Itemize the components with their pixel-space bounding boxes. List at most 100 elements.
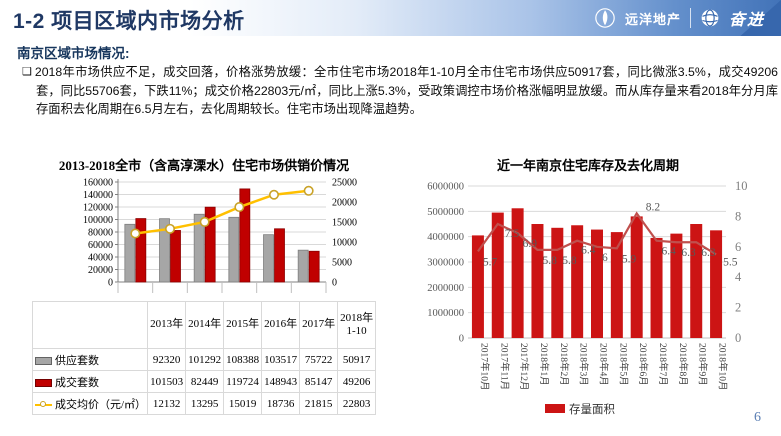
sail-icon — [594, 7, 616, 29]
cycle-data-label: 5.8 — [542, 255, 557, 267]
x-axis-label: 2017年11月 — [498, 343, 510, 390]
price-line — [135, 189, 309, 235]
table-value-cell: 12132 — [147, 392, 187, 415]
bar-inventory — [491, 212, 504, 338]
table-value-cell: 13295 — [185, 392, 225, 415]
price-marker — [234, 202, 245, 213]
cycle-line — [477, 211, 717, 256]
cycle-data-label: 5.8 — [562, 255, 577, 267]
legend-bar-swatch-icon — [35, 356, 52, 365]
table-row: 成交套数 101503 82449 119724 148943 85147 49206 — [31, 370, 377, 393]
price-marker — [165, 223, 176, 234]
table-year-header: 2015年 — [223, 301, 263, 349]
x-axis-label: 2018年1月 — [538, 343, 550, 386]
table-value-cell: 108388 — [223, 348, 263, 371]
left-axis-label: 0 — [459, 334, 464, 345]
header-gradient-band — [190, 0, 781, 36]
legend-bar-swatch-icon — [545, 404, 565, 413]
bar-inventory — [551, 227, 564, 338]
bar-supply — [297, 249, 309, 283]
right-axis-label: 4 — [735, 270, 742, 284]
table-value-cell: 103517 — [261, 348, 301, 371]
chart-inventory-cycle-plot: 0 1000000 2000000 3000000 4000000 5000000 6000… — [398, 176, 778, 433]
right-axis-label: 20000 — [332, 198, 357, 209]
left-axis-label: 4000000 — [427, 232, 464, 243]
right-axis-label: 0 — [735, 331, 741, 345]
chart-inventory-cycle-title: 近一年南京住宅库存及去化周期 — [496, 158, 679, 173]
legend-label: 成交套数 — [55, 376, 99, 389]
price-marker — [199, 216, 210, 227]
x-axis-label: 2018年7月 — [657, 343, 669, 386]
bar-inventory — [591, 229, 603, 338]
table-value-cell: 82449 — [185, 370, 225, 393]
x-axis-label: 2018年2月 — [558, 343, 570, 386]
table-value-cell: 75722 — [299, 348, 339, 371]
page-title: 1-2 项目区域内市场分析 — [13, 10, 245, 33]
globe-icon — [700, 8, 720, 28]
bar-supply — [159, 218, 170, 283]
x-axis-label: 2018年9月 — [697, 343, 709, 386]
cycle-data-label: 6.4 — [581, 245, 596, 257]
table-value-cell: 49206 — [337, 370, 377, 393]
chart-inventory-cycle: 近一年南京住宅库存及去化周期 0 1000000 2000000 3000000 400… — [398, 156, 778, 433]
section-heading: 南京区域市场情况: — [17, 46, 130, 61]
table-year-header: 2017年 — [299, 301, 339, 349]
inventory-cycle-svg: 0 1000000 2000000 3000000 4000000 5000000 6000… — [427, 179, 747, 416]
left-axis-label: 120000 — [83, 203, 113, 214]
bar-deals — [135, 218, 147, 283]
table-value-cell: 18736 — [261, 392, 301, 415]
legend-cell: 成交均价（元/㎡） — [31, 392, 149, 415]
legend-label: 存量面积 — [569, 402, 615, 416]
square-bullet-icon: ❑ — [22, 66, 32, 78]
left-axis-label: 0 — [108, 278, 113, 289]
table-row: 成交均价（元/㎡） 12132 13295 15019 18736 21815 22803 — [31, 392, 377, 415]
left-axis-label: 100000 — [83, 215, 113, 226]
market-summary-paragraph: ❑ 2018年市场供应不足，成交回落，价格涨势放缓：全市住宅市场2018年1-10… — [22, 64, 778, 118]
table-corner-cell — [31, 301, 149, 349]
left-axis-label: 160000 — [83, 178, 113, 189]
right-axis-label: 5000 — [332, 258, 352, 269]
left-axis-label: 80000 — [88, 228, 113, 239]
legend-cell: 供应套数 — [31, 348, 149, 371]
cycle-data-label: 6.3 — [701, 247, 716, 259]
price-marker — [130, 228, 141, 239]
legend-label: 供应套数 — [55, 354, 99, 367]
x-axis-label: 2018年5月 — [617, 343, 629, 386]
paragraph-text: 2018年市场供应不足，成交回落，价格涨势放缓：全市住宅市场2018年1-10月… — [34, 65, 778, 116]
chart-data-table: 2013年 2014年 2015年 2016年 2017年 2018年1-10 供应套数 92… — [31, 301, 377, 415]
x-axis-label: 2018年6月 — [637, 343, 649, 386]
price-marker — [303, 185, 314, 196]
bar-supply — [124, 223, 136, 283]
cycle-data-label: 6 — [602, 252, 608, 264]
table-year-header: 2013年 — [147, 301, 187, 349]
legend-bar-swatch-icon — [35, 378, 52, 387]
bar-deals — [274, 228, 285, 283]
left-axis-label: 60000 — [88, 240, 113, 251]
chart-supply-sales-price: 2013-2018全市（含高淳溧水）住宅市场供销价情况 0 20000 40000 6… — [30, 156, 378, 415]
left-axis-label: 2000000 — [427, 283, 464, 294]
bar-supply — [228, 216, 240, 283]
table-value-cell: 21815 — [299, 392, 339, 415]
bar-inventory — [670, 233, 683, 338]
bar-supply — [193, 213, 205, 283]
right-axis-label: 2 — [735, 301, 741, 315]
bar-deals — [239, 188, 251, 283]
left-axis-label: 3000000 — [427, 258, 464, 269]
table-value-cell: 101503 — [147, 370, 187, 393]
bar-supply — [263, 234, 274, 283]
bar-inventory — [630, 216, 643, 338]
left-axis-label: 20000 — [88, 265, 113, 276]
x-axis-label: 2018年4月 — [598, 343, 610, 386]
table-year-header: 2016年 — [261, 301, 301, 349]
left-axis-label: 5000000 — [427, 207, 464, 218]
x-axis-label: 2018年3月 — [578, 343, 590, 386]
x-axis-label: 2018年10月 — [717, 343, 729, 391]
table-row: 供应套数 92320 101292 108388 103517 75722 50917 — [31, 348, 377, 371]
legend-line-swatch-icon — [35, 400, 52, 409]
bar-inventory — [690, 224, 703, 338]
legend-label: 成交均价（元/㎡） — [55, 398, 147, 411]
cycle-data-label: 7.5 — [505, 228, 520, 240]
table-value-cell: 50917 — [337, 348, 377, 371]
table-value-cell: 101292 — [185, 348, 225, 371]
table-year-header: 2014年 — [185, 301, 225, 349]
